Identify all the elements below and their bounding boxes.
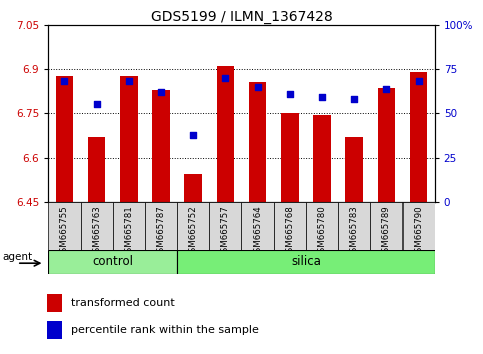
Bar xyxy=(81,202,113,250)
Text: GSM665780: GSM665780 xyxy=(317,206,327,258)
Bar xyxy=(88,137,105,202)
Bar xyxy=(47,321,62,339)
Text: agent: agent xyxy=(2,251,32,262)
Point xyxy=(350,96,358,102)
Bar xyxy=(152,90,170,202)
Text: GSM665789: GSM665789 xyxy=(382,206,391,258)
Point xyxy=(93,102,100,107)
Bar xyxy=(402,202,435,250)
Bar xyxy=(48,250,177,274)
Bar xyxy=(338,202,370,250)
Bar xyxy=(47,294,62,312)
Bar xyxy=(378,88,395,202)
Bar xyxy=(345,137,363,202)
Text: control: control xyxy=(92,256,133,268)
Point xyxy=(157,89,165,95)
Point xyxy=(286,91,294,97)
Point xyxy=(125,79,133,84)
Bar xyxy=(370,202,402,250)
Text: GSM665787: GSM665787 xyxy=(156,206,166,258)
Text: GSM665755: GSM665755 xyxy=(60,206,69,258)
Bar xyxy=(274,202,306,250)
Bar xyxy=(177,250,435,274)
Bar xyxy=(177,202,209,250)
Text: GSM665790: GSM665790 xyxy=(414,206,423,258)
Bar xyxy=(209,202,242,250)
Bar xyxy=(113,202,145,250)
Text: silica: silica xyxy=(291,256,321,268)
Text: GSM665757: GSM665757 xyxy=(221,206,230,258)
Text: GSM665781: GSM665781 xyxy=(124,206,133,258)
Text: GSM665752: GSM665752 xyxy=(189,206,198,258)
Point xyxy=(383,86,390,91)
Text: GSM665763: GSM665763 xyxy=(92,206,101,258)
Bar xyxy=(145,202,177,250)
Point xyxy=(254,84,261,90)
Bar xyxy=(410,72,427,202)
Bar xyxy=(48,202,81,250)
Text: percentile rank within the sample: percentile rank within the sample xyxy=(71,325,259,335)
Point xyxy=(222,75,229,81)
Bar xyxy=(249,82,267,202)
Text: GSM665764: GSM665764 xyxy=(253,206,262,258)
Point xyxy=(189,132,197,137)
Text: GSM665783: GSM665783 xyxy=(350,206,359,258)
Bar xyxy=(185,174,202,202)
Point xyxy=(415,79,423,84)
Bar xyxy=(281,113,298,202)
Bar xyxy=(56,76,73,202)
Bar xyxy=(306,202,338,250)
Bar xyxy=(313,115,331,202)
Point xyxy=(60,79,68,84)
Title: GDS5199 / ILMN_1367428: GDS5199 / ILMN_1367428 xyxy=(151,10,332,24)
Text: transformed count: transformed count xyxy=(71,298,175,308)
Point xyxy=(318,95,326,100)
Text: GSM665768: GSM665768 xyxy=(285,206,294,258)
Bar xyxy=(216,66,234,202)
Bar xyxy=(242,202,274,250)
Bar xyxy=(120,76,138,202)
